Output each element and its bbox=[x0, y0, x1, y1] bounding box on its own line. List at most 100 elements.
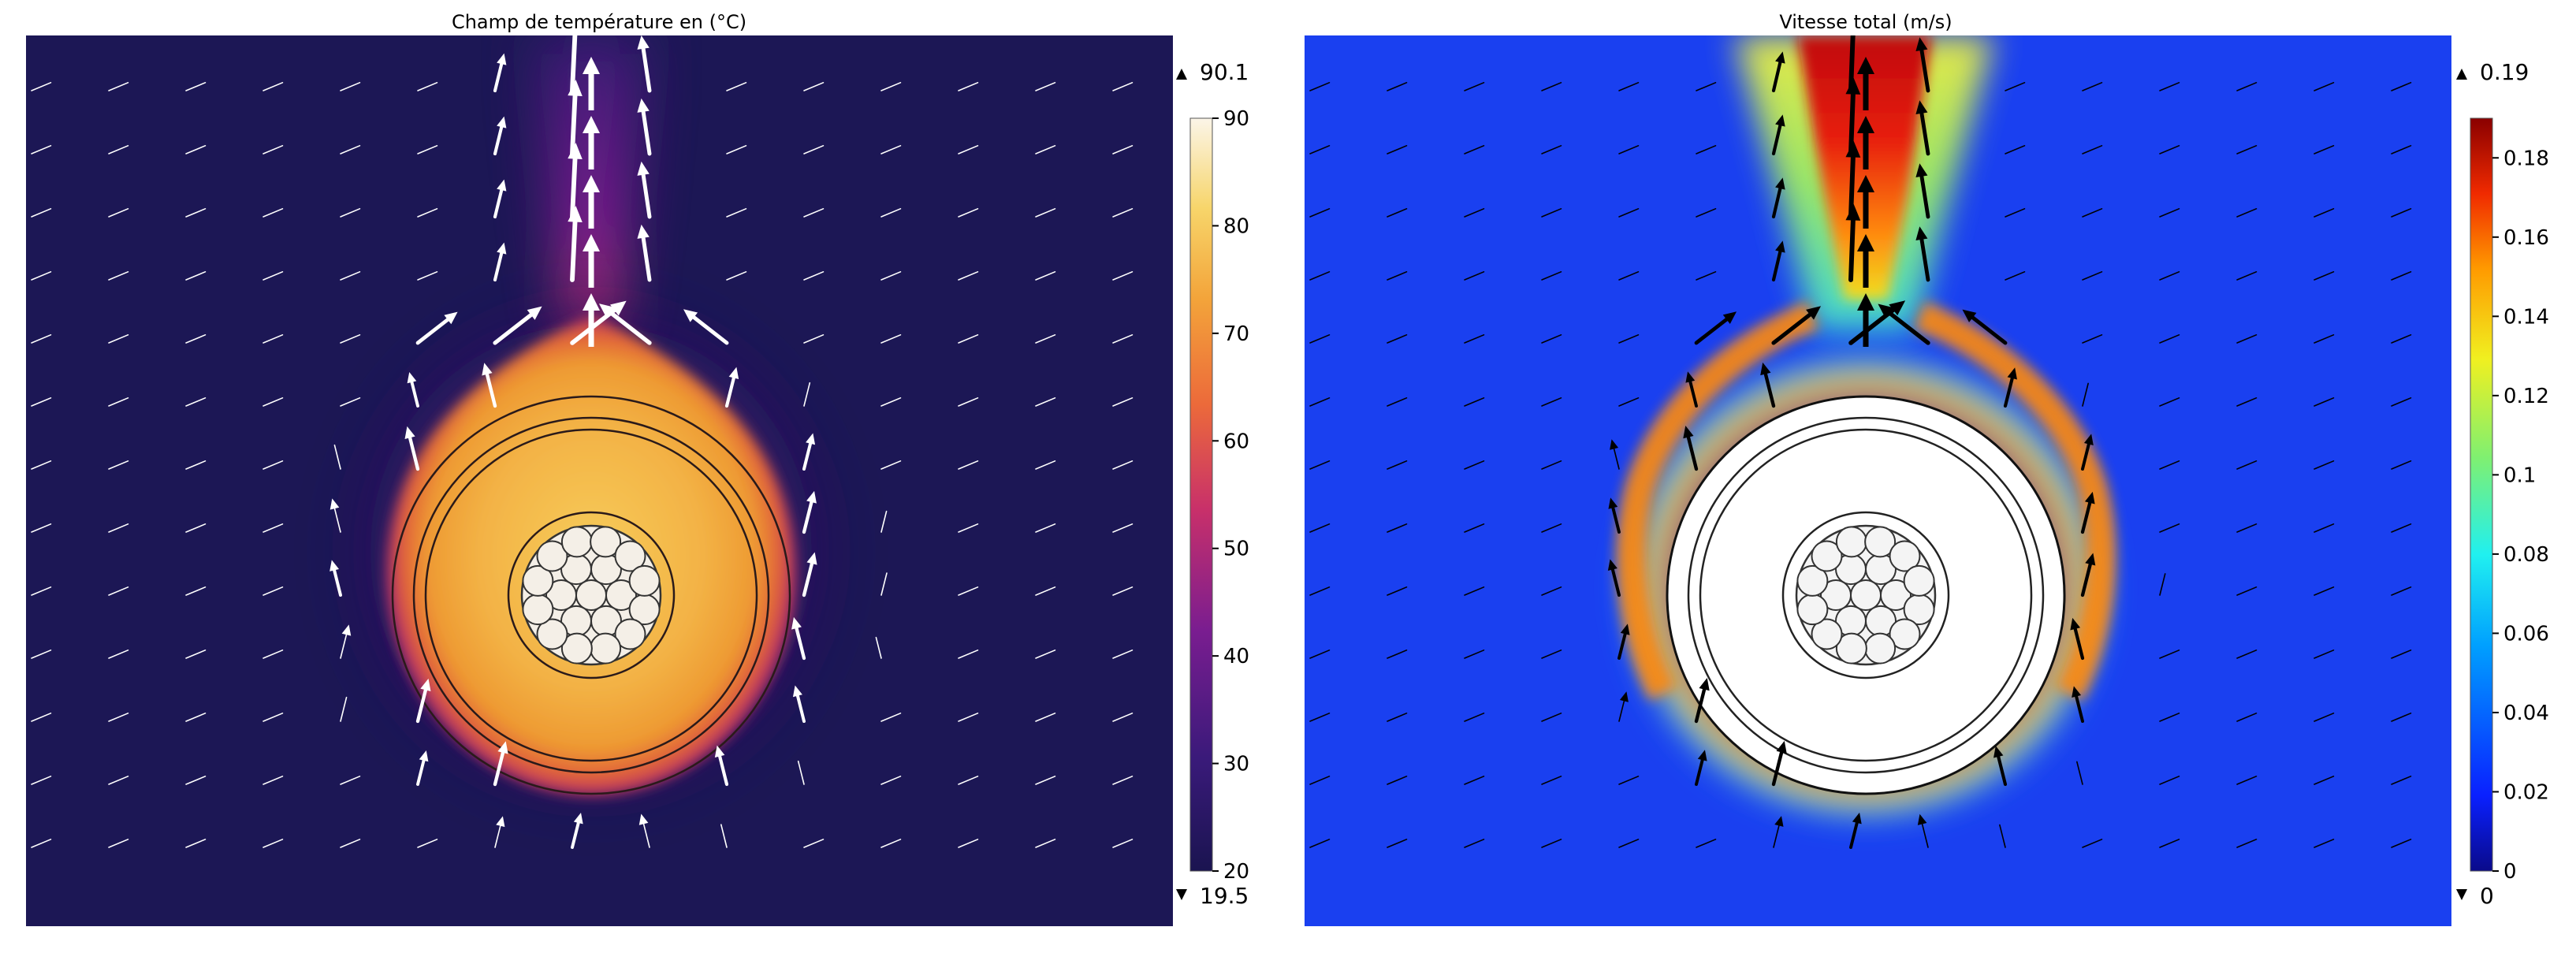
velocity-flow-arrow bbox=[2314, 839, 2335, 848]
velocity-flow-arrow bbox=[1387, 271, 1408, 281]
temperature-flow-arrow-head bbox=[329, 560, 340, 571]
velocity-flow-arrow bbox=[1309, 397, 1331, 407]
temperature-flow-arrow-head bbox=[573, 812, 583, 825]
temperature-flow-arrow-head bbox=[806, 490, 817, 504]
velocity-plume-arrow-head bbox=[1857, 175, 1874, 192]
temperature-arrow-field bbox=[31, 35, 1134, 849]
temperature-flow-arrow-head bbox=[329, 498, 340, 510]
temperature-flow-arrow bbox=[958, 523, 979, 533]
velocity-flow-arrow bbox=[2391, 523, 2412, 533]
temperature-flow-arrow bbox=[108, 776, 129, 785]
temperature-strand bbox=[545, 579, 577, 611]
temperature-flow-arrow bbox=[803, 82, 825, 91]
temperature-flow-arrow bbox=[31, 82, 52, 91]
temperature-flow-arrow bbox=[31, 523, 52, 533]
velocity-flow-arrow bbox=[2082, 271, 2103, 281]
temperature-flow-arrow-head bbox=[482, 363, 493, 376]
temperature-flow-arrow bbox=[185, 839, 207, 848]
temperature-flow-arrow bbox=[108, 523, 129, 533]
velocity-flow-arrow bbox=[1618, 145, 1640, 154]
temperature-flow-arrow bbox=[185, 713, 207, 722]
velocity-flow-arrow bbox=[2314, 460, 2335, 470]
temperature-flow-arrow bbox=[1035, 460, 1056, 470]
velocity-flow-arrow bbox=[2236, 145, 2258, 154]
velocity-flow-arrow-head bbox=[1776, 740, 1787, 754]
temperature-flow-arrow bbox=[717, 750, 729, 787]
temperature-flow-arrow bbox=[802, 495, 815, 534]
velocity-flow-arrow bbox=[1685, 430, 1699, 471]
temperature-flow-arrow bbox=[640, 40, 652, 93]
velocity-flow-arrow-head bbox=[1917, 813, 1927, 825]
velocity-flow-arrow bbox=[2236, 334, 2258, 344]
velocity-flow-arrow bbox=[2159, 397, 2180, 407]
velocity-flow-arrow bbox=[2314, 271, 2335, 281]
velocity-plume-arrow-head bbox=[1857, 293, 1874, 311]
velocity-flow-arrow bbox=[2159, 145, 2180, 154]
velocity-flow-arrow bbox=[1618, 82, 1640, 91]
temperature-flow-arrow bbox=[1035, 650, 1056, 659]
velocity-flow-arrow bbox=[1387, 839, 1408, 848]
velocity-flow-arrow bbox=[1464, 271, 1485, 281]
temperature-flow-arrow bbox=[958, 82, 979, 91]
temperature-flow-arrow bbox=[333, 503, 341, 533]
velocity-flow-arrow bbox=[1541, 713, 1562, 722]
velocity-flow-arrow bbox=[1771, 244, 1783, 282]
velocity-plume-arrow-head bbox=[1857, 116, 1874, 133]
temperature-plume-arrow-head bbox=[583, 234, 600, 251]
velocity-flow-arrow-head bbox=[2085, 553, 2096, 566]
temperature-flow-arrow bbox=[185, 145, 207, 154]
temperature-flow-arrow bbox=[603, 306, 652, 345]
temperature-flow-arrow bbox=[108, 334, 129, 344]
temperature-flow-arrow bbox=[880, 271, 902, 281]
temperature-flow-arrow bbox=[1112, 776, 1134, 785]
temperature-flow-arrow bbox=[958, 776, 979, 785]
velocity-flow-arrow bbox=[2314, 145, 2335, 154]
velocity-strand bbox=[1811, 540, 1843, 572]
temperature-flow-arrow bbox=[417, 271, 438, 281]
velocity-strand bbox=[1796, 594, 1829, 626]
velocity-flow-arrow bbox=[1919, 168, 1930, 219]
temperature-flow-arrow bbox=[417, 145, 438, 154]
temperature-strand bbox=[522, 594, 554, 626]
velocity-flow-arrow bbox=[2236, 208, 2258, 218]
temperature-flow-arrow bbox=[493, 183, 504, 219]
temperature-strand bbox=[560, 632, 593, 664]
velocity-flow-arrow bbox=[2391, 776, 2412, 785]
velocity-flow-arrow bbox=[1541, 145, 1562, 154]
temperature-flow-arrow bbox=[333, 444, 341, 470]
velocity-flow-arrow bbox=[2314, 713, 2335, 722]
velocity-plot-area bbox=[1305, 35, 2451, 926]
velocity-flow-arrow bbox=[2159, 573, 2166, 596]
temperature-flow-arrow bbox=[340, 208, 361, 218]
temperature-flow-arrow bbox=[726, 208, 747, 218]
temperature-strand bbox=[536, 618, 568, 650]
velocity-flow-arrow-head bbox=[1610, 439, 1619, 450]
velocity-flow-arrow bbox=[2391, 460, 2412, 470]
velocity-colorbar-tick-label: 0.1 bbox=[2503, 463, 2536, 487]
velocity-colorbar-tick-label: 0.02 bbox=[2503, 780, 2549, 804]
temperature-flow-arrow bbox=[793, 621, 806, 661]
temperature-flow-arrow bbox=[31, 586, 52, 596]
velocity-flow-arrow bbox=[1610, 501, 1621, 534]
velocity-flow-arrow bbox=[1882, 307, 1930, 345]
velocity-flow-arrow bbox=[2080, 496, 2093, 534]
velocity-flow-arrow-head bbox=[1683, 426, 1694, 439]
temperature-colorbar-tick-label: 60 bbox=[1223, 430, 1249, 453]
temperature-strand bbox=[560, 526, 593, 558]
temperature-flow-arrow bbox=[570, 35, 578, 93]
velocity-flow-arrow bbox=[1541, 271, 1562, 281]
velocity-flow-arrow bbox=[2081, 437, 2092, 471]
temperature-flow-arrow-head bbox=[444, 311, 458, 325]
velocity-flow-arrow-head bbox=[2070, 617, 2081, 631]
temperature-strand bbox=[536, 540, 568, 572]
temperature-flow-arrow bbox=[958, 208, 979, 218]
temperature-flow-arrow bbox=[262, 650, 284, 659]
temperature-flow-arrow bbox=[1035, 776, 1056, 785]
temperature-flow-arrow-head bbox=[407, 371, 417, 384]
velocity-flow-arrow bbox=[1387, 334, 1408, 344]
temperature-flow-arrow bbox=[185, 650, 207, 659]
velocity-flow-arrow bbox=[1309, 271, 1331, 281]
temperature-strand bbox=[614, 618, 646, 650]
temperature-flow-arrow-head bbox=[497, 53, 507, 65]
velocity-colorbar-tick-label: 0.14 bbox=[2503, 305, 2549, 329]
